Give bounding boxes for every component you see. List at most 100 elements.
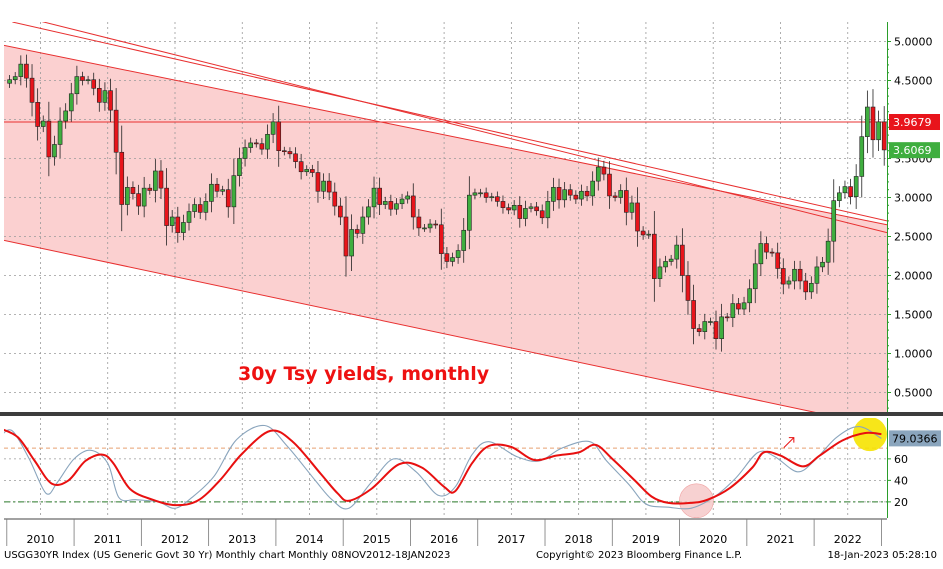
price-tick-label: 4.5000 [894,75,933,88]
x-tick-label: 2020 [699,533,727,546]
x-tick-label: 2013 [228,533,256,546]
x-tick-label: 2011 [94,533,122,546]
candle-body [747,288,752,304]
price-tick-label: 5.0000 [894,36,933,49]
candle-body [310,169,315,173]
oscillator-panel: 60 40 20 79.0366 [4,418,941,518]
candle-body [517,205,523,219]
price-tick-label: 1.5000 [894,309,933,322]
candle-body [797,268,803,282]
x-tick-label: 2022 [834,533,862,546]
x-tick-label: 2021 [766,533,794,546]
channel-upper-line [4,44,887,226]
x-tick-label: 2019 [632,533,660,546]
candle-body [640,230,646,236]
price-tick-label: 2.0000 [894,270,933,283]
chart-annotation: 30y Tsy yields, monthly [238,363,490,385]
candle-body [225,189,231,208]
candle-body [164,187,169,226]
candle-body [265,134,270,150]
arrow-annotation [783,437,795,449]
candle-body [136,193,141,207]
candle-body [371,187,377,208]
candle-body [253,142,259,145]
candle-body [416,216,422,229]
oscillator-tick-label: 40 [894,474,908,487]
candle-body [119,151,125,205]
candle-body [769,251,775,254]
candle-body [539,210,545,219]
resistance-trendline [12,22,887,222]
candle-body [607,173,612,197]
candle-body [489,196,495,199]
candle-body [91,79,97,89]
price-plot-area [4,22,887,412]
candle-body [399,198,405,205]
candle-body [668,258,674,262]
candle-body [808,282,814,293]
candle-body [814,266,820,284]
candle-body [80,76,85,81]
candle-body [237,158,242,176]
candle-body [388,201,394,210]
candle-body [467,194,472,231]
candle-body [820,261,825,268]
candle-body [242,147,248,159]
candle-body [764,243,769,253]
candle-body [618,190,624,198]
oscillator-tick-label: 60 [894,453,908,466]
oscillator-tick-label: 20 [894,496,908,509]
candle-body [85,79,91,82]
candle-body [595,166,601,182]
oscillator-badge: 79.0366 [889,430,941,447]
candle-body [18,63,24,77]
candle-body [741,302,747,310]
candle-body [803,280,809,293]
candle-body [422,227,427,230]
candle-body [382,201,388,205]
candle-body [506,207,511,211]
candle-body [147,187,153,191]
candle-body [483,192,489,198]
candle-body [780,268,786,285]
candle-body [724,316,730,319]
x-tick-label: 2018 [565,533,593,546]
candle-body [663,261,668,268]
candle-body [876,121,881,141]
candle-body [545,201,551,219]
candle-body [29,77,35,103]
candle-body [35,102,40,127]
candle-body [478,192,483,195]
candle-body [74,76,80,95]
candle-body [108,90,113,111]
x-tick-label: 2010 [26,533,54,546]
footer-copyright: Copyright© 2023 Bloomberg Finance L.P. [536,550,743,561]
x-axis: 2010 2011 2012 2013 2014 2015 2016 2017 2018 2019… [4,518,887,546]
candle-body [859,136,865,177]
candle-body [635,202,640,232]
candle-body [853,176,859,198]
candle-body [349,229,354,257]
candle-body [646,233,652,236]
candle-body [831,200,837,242]
candle-body [848,186,853,198]
candle-body [57,120,63,145]
footer-timestamp: 18-Jan-2023 05:28:10 [827,550,937,561]
candle-body [691,300,696,329]
candle-body [24,63,29,79]
price-badge-label: 3.9679 [893,116,932,129]
candle-body [214,183,220,192]
candle-body [231,175,237,208]
candle-body [203,201,209,213]
candle-body [674,244,680,260]
candle-body [556,187,562,201]
oscillator-signal-line [4,424,882,510]
candle-body [713,321,719,339]
candle-body [197,204,203,213]
price-tick-label: 3.0000 [894,192,933,205]
candle-body [298,161,304,173]
candle-body [377,187,382,205]
candle-body [304,169,310,173]
candle-body [719,316,724,339]
candle-body [52,144,57,158]
